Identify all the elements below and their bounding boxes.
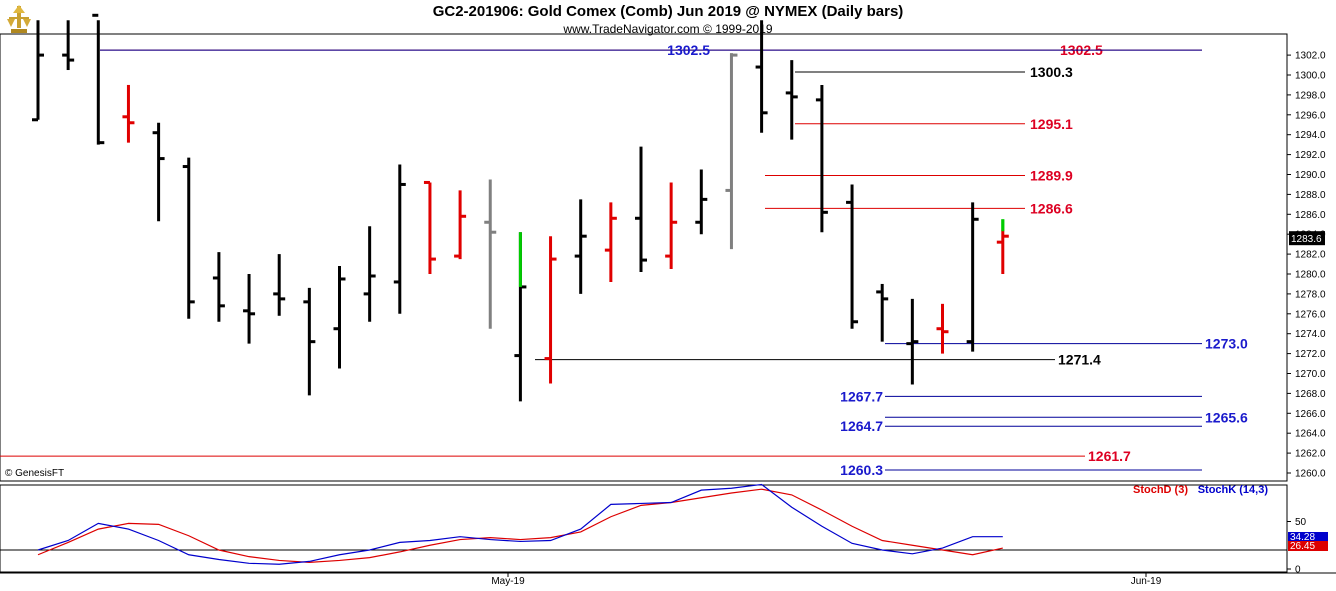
y-tick-label: 1262.0 <box>1295 449 1326 460</box>
level-label: 1302.5 <box>667 42 710 58</box>
legend-stochd: StochD (3) <box>1133 484 1188 496</box>
price-panel-frame <box>0 33 1288 482</box>
y-tick-label: 1276.0 <box>1295 309 1326 320</box>
y-tick-label: 1264.0 <box>1295 429 1326 440</box>
copyright-text: © GenesisFT <box>5 468 65 479</box>
y-tick-label: 1296.0 <box>1295 110 1326 121</box>
level-label: 1300.3 <box>1030 64 1073 80</box>
current-price-tag <box>1289 231 1325 246</box>
stoch-y-tick-label: 50 <box>1295 517 1307 528</box>
x-tick-label: May-19 <box>491 576 525 587</box>
y-tick-label: 1294.0 <box>1295 130 1326 141</box>
y-tick-label: 1274.0 <box>1295 329 1326 340</box>
level-label: 1289.9 <box>1030 167 1073 183</box>
y-tick-label: 1286.0 <box>1295 210 1326 221</box>
level-label: 1286.6 <box>1030 200 1073 216</box>
level-label: 1295.1 <box>1030 116 1073 132</box>
y-tick-label: 1280.0 <box>1295 270 1326 281</box>
stochd-value-tag <box>1288 541 1328 551</box>
chart-subtitle: www.TradeNavigator.com © 1999-2019 <box>563 22 773 36</box>
y-tick-label: 1272.0 <box>1295 349 1326 360</box>
y-tick-label: 1298.0 <box>1295 90 1326 101</box>
legend-stochk: StochK (14,3) <box>1198 484 1269 496</box>
level-label: 1264.7 <box>840 418 883 434</box>
stochastic-panel-frame <box>0 484 1288 573</box>
stoch-y-tick-label: 0 <box>1295 565 1301 576</box>
chart-title: GC2-201906: Gold Comex (Comb) Jun 2019 @… <box>432 3 904 20</box>
level-label: 1271.4 <box>1058 352 1101 368</box>
y-tick-label: 1268.0 <box>1295 389 1326 400</box>
y-tick-label: 1266.0 <box>1295 409 1326 420</box>
level-label: 1261.7 <box>1088 448 1131 464</box>
y-tick-label: 1288.0 <box>1295 190 1326 201</box>
trade-navigator-logo-icon <box>3 3 35 35</box>
current-price-label: 1283.6 <box>1291 234 1322 245</box>
level-label: 1265.6 <box>1205 409 1248 425</box>
y-tick-label: 1292.0 <box>1295 150 1326 161</box>
y-tick-label: 1260.0 <box>1295 469 1326 480</box>
stoch-series-line <box>37 483 1003 565</box>
stochk-value-label: 34.28 <box>1290 532 1315 543</box>
y-tick-label: 1302.0 <box>1295 51 1326 62</box>
x-tick-label: Jun-19 <box>1131 576 1162 587</box>
stochk-value-tag <box>1288 532 1328 541</box>
level-label: 1260.3 <box>840 462 883 478</box>
stochd-value-label: 26.45 <box>1290 541 1315 552</box>
stoch-series-line <box>37 488 1003 563</box>
level-label: 1273.0 <box>1205 336 1248 352</box>
y-tick-label: 1278.0 <box>1295 289 1326 300</box>
y-tick-label: 1270.0 <box>1295 369 1326 380</box>
level-label: 1267.7 <box>840 388 883 404</box>
y-tick-label: 1282.0 <box>1295 250 1326 261</box>
y-tick-label: 1290.0 <box>1295 170 1326 181</box>
y-tick-label: 1300.0 <box>1295 71 1326 82</box>
